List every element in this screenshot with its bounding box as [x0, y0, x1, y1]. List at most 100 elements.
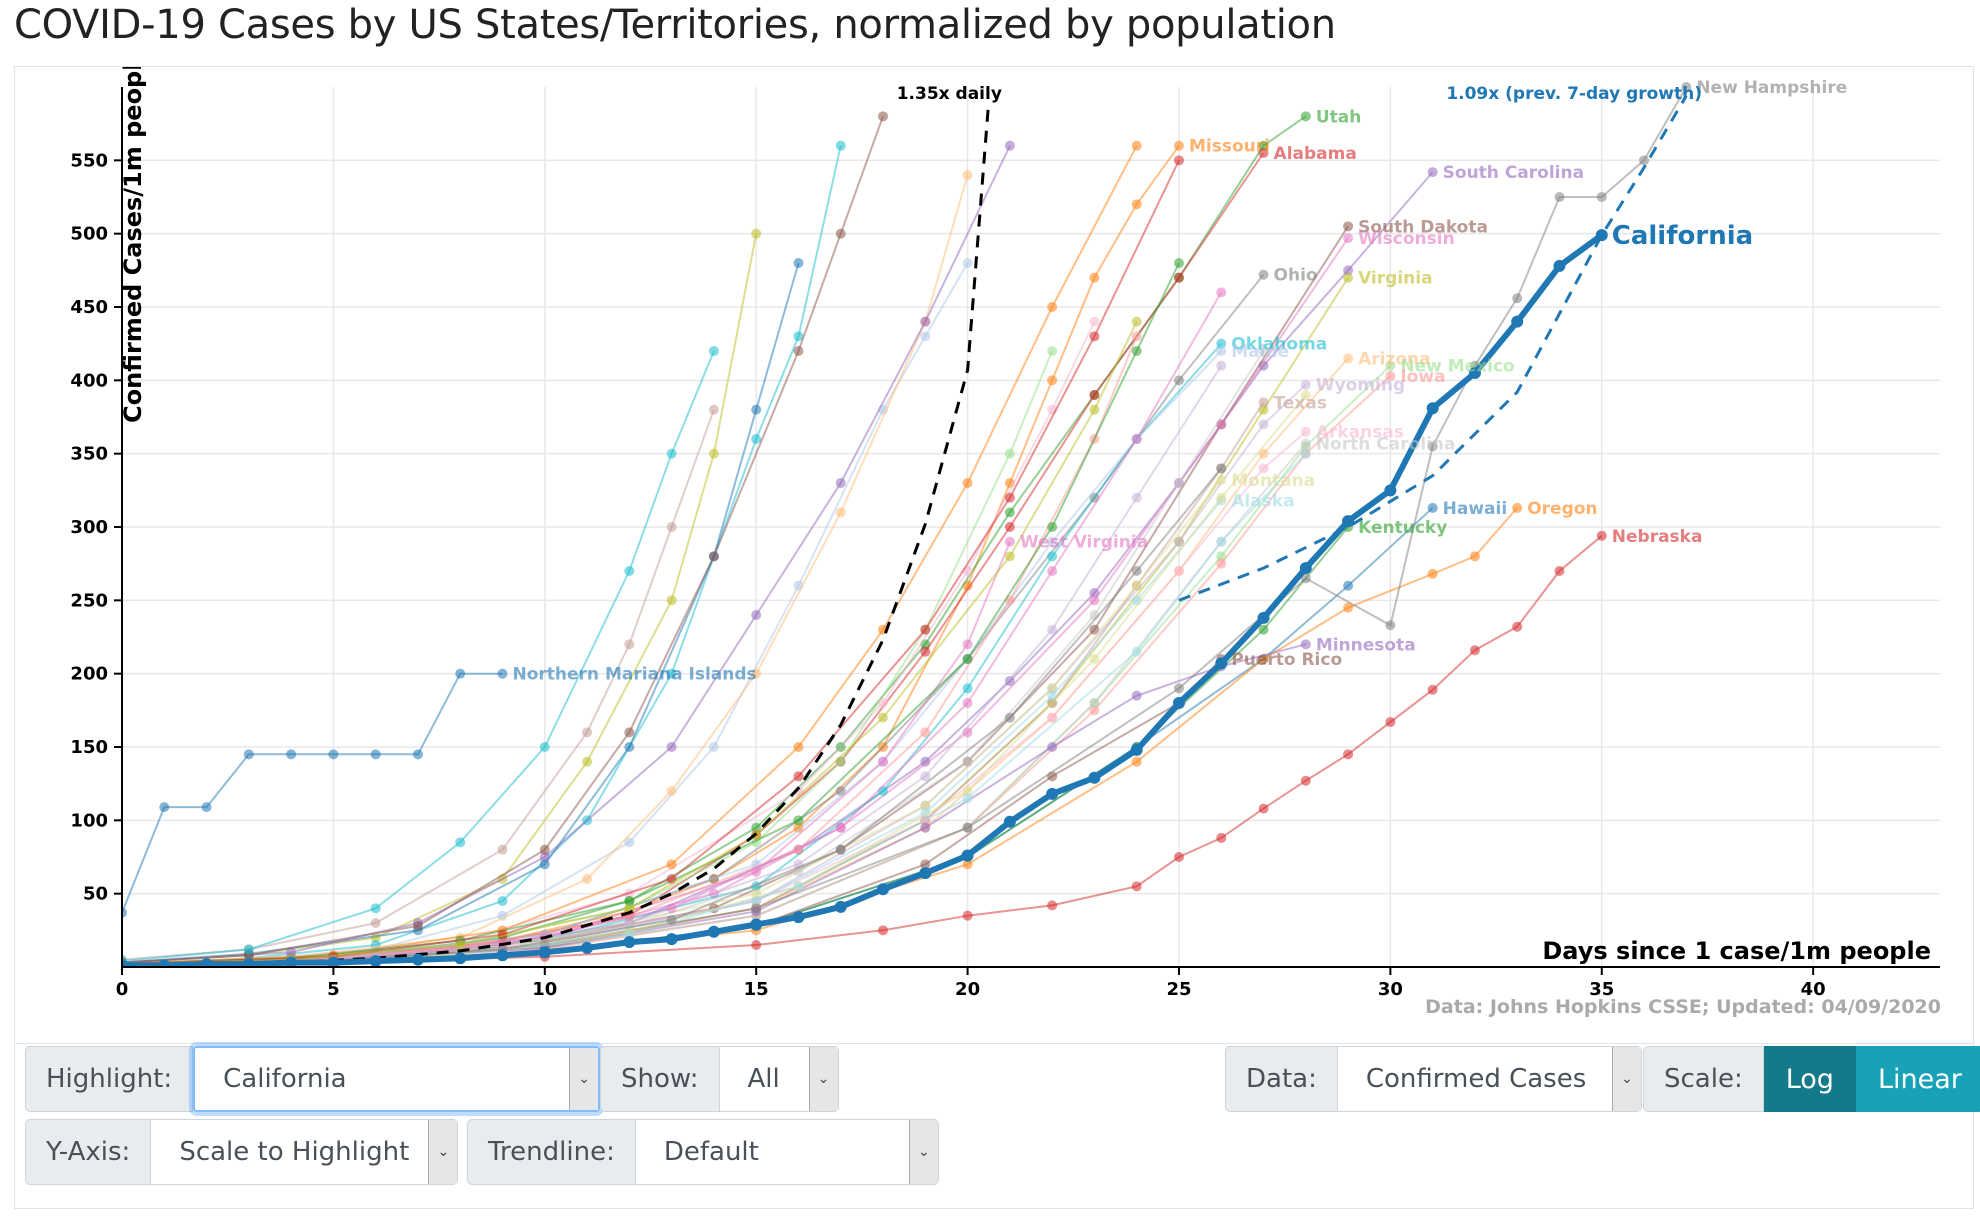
chevron-down-icon[interactable]: ⌄	[569, 1048, 599, 1110]
trendline-select[interactable]: Default ⌄	[635, 1119, 939, 1185]
highlight-point	[1342, 515, 1355, 528]
series-point	[962, 478, 973, 488]
y-tick-label: 50	[83, 884, 108, 905]
series-point	[1047, 900, 1058, 911]
series-point	[1089, 595, 1100, 606]
series-point	[1258, 624, 1269, 635]
x-tick-label: 15	[744, 979, 769, 1000]
series-point	[1258, 419, 1269, 430]
series-point	[1258, 448, 1269, 459]
series-point	[920, 331, 931, 342]
series-point	[793, 822, 804, 833]
series-point	[793, 771, 804, 782]
highlight-point	[1468, 367, 1481, 379]
series-label: Wyoming	[1316, 376, 1405, 396]
highlight-point	[1426, 402, 1439, 415]
series-point	[751, 228, 762, 239]
scale-linear-button[interactable]: Linear	[1855, 1046, 1980, 1112]
series-point	[1554, 566, 1565, 576]
x-tick-label: 30	[1378, 979, 1403, 1000]
series-point	[1216, 346, 1227, 356]
highlight-point	[919, 867, 932, 880]
series-point	[793, 742, 804, 752]
chevron-down-icon[interactable]: ⌄	[908, 1120, 938, 1184]
highlight-point	[122, 959, 128, 967]
trendline-control: Trendline: Default ⌄	[467, 1119, 939, 1185]
y-axis-select[interactable]: Scale to Highlight ⌄	[151, 1119, 459, 1185]
series-point	[793, 331, 804, 342]
series-point	[624, 837, 635, 848]
series-point	[624, 639, 635, 650]
series-point	[1216, 536, 1227, 547]
data-source-note: Data: Johns Hopkins CSSE; Updated: 04/09…	[1425, 996, 1941, 1018]
series-point	[1216, 463, 1227, 474]
highlight-select[interactable]: California ⌄	[193, 1046, 601, 1112]
highlight-point	[1130, 743, 1143, 756]
series-point	[1131, 690, 1142, 701]
series-point	[1173, 852, 1184, 862]
y-axis-value: Scale to Highlight	[179, 1137, 410, 1167]
series-point	[328, 749, 339, 760]
series-point	[666, 786, 677, 796]
series-point	[1639, 155, 1650, 166]
series-point	[962, 698, 973, 708]
series-point	[1004, 492, 1015, 503]
series-point	[962, 170, 973, 180]
series-point	[1216, 287, 1227, 298]
series-point	[1300, 379, 1311, 390]
series-point	[1131, 331, 1142, 342]
series-point	[1343, 749, 1354, 760]
series-point	[243, 749, 254, 760]
series-point	[1258, 397, 1269, 408]
highlight-point	[665, 933, 678, 946]
series-line	[122, 350, 715, 963]
series-point	[1131, 580, 1142, 591]
y-axis-control: Y-Axis: Scale to Highlight ⌄	[25, 1119, 459, 1185]
series-label: Texas	[1274, 393, 1327, 413]
series-point	[1216, 551, 1227, 562]
series-point	[1089, 316, 1100, 327]
series-label: West Virginia	[1020, 533, 1148, 553]
series-point	[243, 944, 254, 955]
series-point	[708, 346, 719, 356]
highlight-point	[369, 955, 382, 967]
chevron-down-icon[interactable]: ⌄	[1611, 1047, 1641, 1111]
scale-log-button[interactable]: Log	[1763, 1046, 1856, 1112]
series-point	[1343, 602, 1354, 613]
line-chart: 0 5 10 15 20 25 30 35 40 50 100 150 200 250 300 350 400 4…	[70, 46, 1941, 1018]
series-point	[1131, 316, 1142, 327]
series-point	[1216, 360, 1227, 371]
series-point	[835, 844, 846, 855]
trendline	[1178, 95, 1688, 602]
series-label: Iowa	[1400, 367, 1445, 387]
series-label: Wisconsin	[1358, 229, 1455, 249]
series-point	[1343, 233, 1354, 244]
series-point	[666, 903, 677, 914]
series-point	[1047, 566, 1058, 576]
highlight-point	[707, 925, 720, 938]
highlight-point	[496, 949, 509, 962]
show-select[interactable]: All ⌄	[719, 1046, 839, 1112]
series-label: New Hampshire	[1696, 78, 1847, 98]
series-point	[920, 822, 931, 833]
series-point	[1596, 530, 1607, 541]
series-point	[497, 896, 508, 906]
series-point	[1427, 441, 1438, 452]
series-point	[666, 859, 677, 870]
series-point	[1047, 536, 1058, 547]
data-select[interactable]: Confirmed Cases ⌄	[1337, 1046, 1642, 1112]
series-point	[1300, 448, 1311, 459]
series-point	[1258, 463, 1269, 474]
series-point	[751, 434, 762, 444]
series-point	[497, 844, 508, 855]
series-point	[962, 654, 973, 664]
chevron-down-icon[interactable]: ⌄	[808, 1047, 838, 1111]
series-point	[1596, 192, 1607, 202]
series-point	[1004, 551, 1015, 562]
series-point	[1385, 360, 1396, 371]
series-point	[1385, 717, 1396, 728]
series-point	[1385, 620, 1396, 631]
highlight-point	[1511, 315, 1524, 328]
highlight-point	[1046, 787, 1059, 800]
chevron-down-icon[interactable]: ⌄	[428, 1120, 458, 1184]
